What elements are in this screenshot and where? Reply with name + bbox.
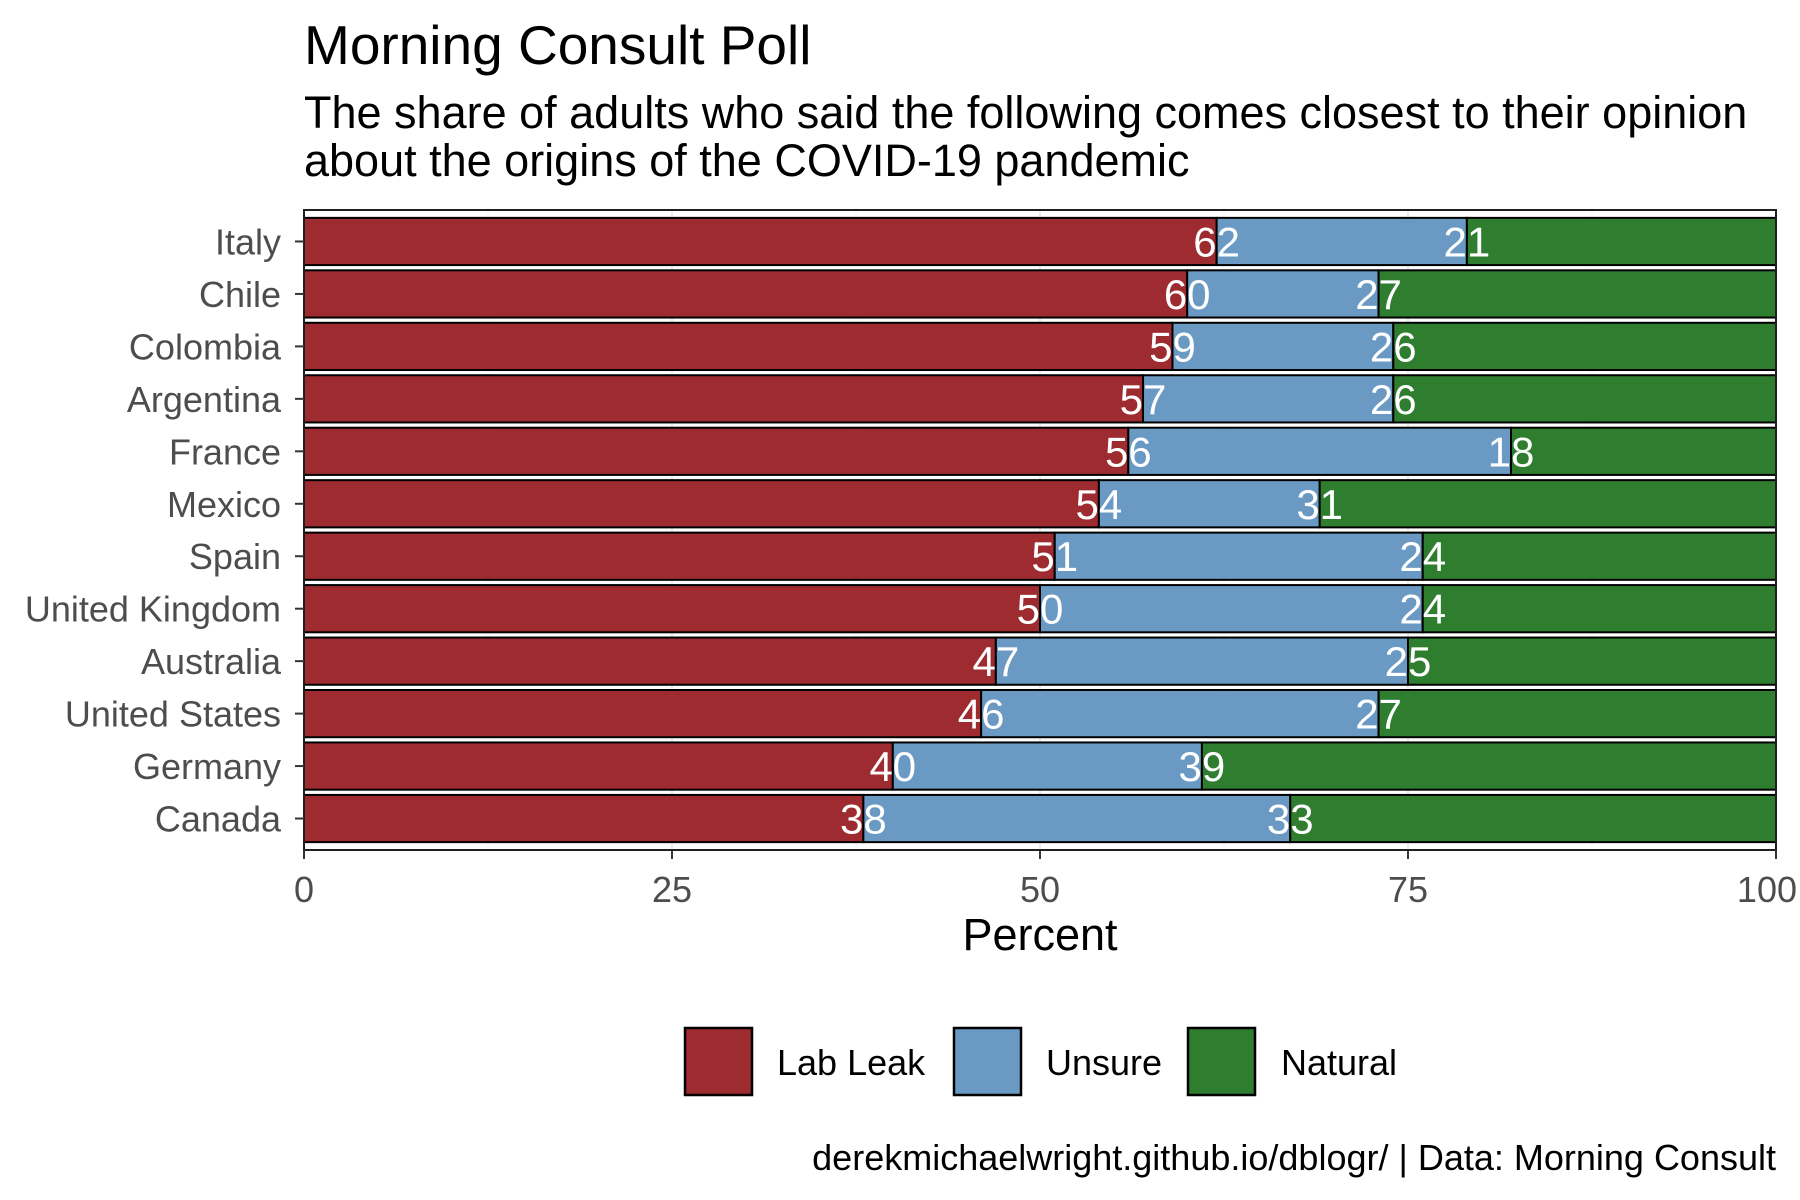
legend-key-unsure (952, 1026, 1023, 1097)
y-tick-label-france: France (169, 431, 281, 472)
y-tick-label-spain: Spain (189, 536, 281, 577)
y-tick-label-colombia: Colombia (129, 326, 282, 367)
legend-item-unsure: Unsure (952, 1026, 1162, 1097)
bar-lab-leak-germany (303, 741, 894, 791)
bar-natural-united-states (1377, 689, 1778, 739)
bar-lab-leak-colombia (303, 321, 1174, 372)
data-label-natural-italy: 21 (1444, 218, 1491, 265)
y-tick-label-canada: Canada (155, 799, 282, 840)
data-label-natural-united-kingdom: 24 (1399, 586, 1446, 633)
legend-label-natural: Natural (1281, 1042, 1397, 1083)
data-label-natural-mexico: 31 (1296, 481, 1343, 528)
data-label-natural-spain: 24 (1399, 533, 1446, 580)
legend-key-natural (1186, 1026, 1257, 1097)
legend: Lab Leak Unsure Natural (683, 1026, 1397, 1097)
bar-natural-italy (1465, 216, 1777, 267)
data-label-lab-leak-chile: 60 (1164, 271, 1211, 318)
bar-lab-leak-italy (303, 216, 1218, 267)
bar-unsure-germany (891, 741, 1203, 791)
y-tick-label-chile: Chile (199, 274, 281, 315)
x-axis-title: Percent (962, 909, 1118, 960)
bar-lab-leak-argentina (303, 374, 1145, 424)
bar-unsure-canada (862, 793, 1292, 844)
bar-natural-canada (1289, 793, 1777, 844)
bar-natural-france (1510, 426, 1778, 476)
bars-group (303, 216, 1778, 844)
bar-natural-colombia (1392, 321, 1778, 372)
bar-unsure-italy (1215, 216, 1468, 267)
bar-unsure-mexico (1097, 479, 1321, 529)
data-label-natural-argentina: 26 (1370, 376, 1417, 423)
bar-unsure-united-states (980, 689, 1380, 739)
data-label-natural-canada: 33 (1267, 796, 1314, 843)
data-labels-group: 62 21 60 27 59 26 57 26 56 18 54 31 51 24 50 24 47 25 46 27… (840, 218, 1534, 842)
data-label-lab-leak-spain: 51 (1031, 533, 1078, 580)
data-label-natural-france: 18 (1488, 428, 1535, 475)
y-tick-label-australia: Australia (141, 641, 282, 682)
x-tick-label-0: 0 (294, 869, 314, 910)
bar-natural-united-kingdom (1421, 584, 1777, 634)
legend-key-lab-leak (683, 1026, 754, 1097)
data-label-natural-united-states: 27 (1355, 691, 1402, 738)
bar-lab-leak-australia (303, 636, 997, 686)
data-label-lab-leak-united-kingdom: 50 (1017, 586, 1064, 633)
legend-item-lab-leak: Lab Leak (683, 1026, 926, 1097)
x-tick-label-3: 75 (1388, 869, 1428, 910)
bar-lab-leak-united-kingdom (303, 584, 1041, 634)
y-tick-label-mexico: Mexico (167, 484, 281, 525)
bar-natural-spain (1421, 531, 1777, 581)
bar-unsure-spain (1053, 531, 1424, 581)
data-label-natural-germany: 39 (1179, 743, 1226, 790)
y-tick-label-germany: Germany (133, 746, 281, 787)
data-label-lab-leak-canada: 38 (840, 796, 887, 843)
legend-item-natural: Natural (1186, 1026, 1397, 1097)
bar-natural-argentina (1392, 374, 1778, 424)
y-tick-label-united-states: United States (65, 694, 281, 735)
y-tick-label-italy: Italy (215, 221, 281, 262)
x-tick-label-1: 25 (652, 869, 692, 910)
x-tick-label-2: 50 (1020, 869, 1060, 910)
bar-natural-chile (1377, 269, 1778, 319)
bar-natural-germany (1200, 741, 1778, 791)
legend-label-unsure: Unsure (1046, 1042, 1162, 1083)
bar-lab-leak-chile (303, 269, 1189, 319)
y-axis: Italy Chile Colombia Argentina France Mexico S… (25, 221, 304, 840)
chart-title: Morning Consult Poll (304, 14, 811, 76)
bar-lab-leak-canada (303, 793, 865, 844)
bar-lab-leak-mexico (303, 479, 1100, 529)
bar-lab-leak-spain (303, 531, 1056, 581)
bar-lab-leak-united-states (303, 689, 983, 739)
y-tick-label-argentina: Argentina (127, 379, 282, 420)
bar-unsure-australia (994, 636, 1410, 686)
data-label-lab-leak-italy: 62 (1193, 218, 1240, 265)
chart-caption: derekmichaelwright.github.io/dblogr/ | D… (812, 1137, 1776, 1178)
data-label-lab-leak-united-states: 46 (958, 691, 1005, 738)
data-label-natural-colombia: 26 (1370, 323, 1417, 370)
bar-unsure-france (1127, 426, 1513, 476)
bar-natural-mexico (1318, 479, 1778, 529)
data-label-natural-chile: 27 (1355, 271, 1402, 318)
bar-unsure-united-kingdom (1039, 584, 1424, 634)
data-label-lab-leak-france: 56 (1105, 428, 1152, 475)
bar-unsure-chile (1186, 269, 1380, 319)
x-axis: 0 25 50 75 100 (294, 850, 1797, 910)
legend-label-lab-leak: Lab Leak (777, 1042, 926, 1083)
data-label-lab-leak-argentina: 57 (1120, 376, 1167, 423)
data-label-natural-australia: 25 (1385, 638, 1432, 685)
x-tick-label-4: 100 (1737, 869, 1797, 910)
data-label-lab-leak-colombia: 59 (1149, 323, 1196, 370)
data-label-lab-leak-germany: 40 (869, 743, 916, 790)
data-label-lab-leak-australia: 47 (972, 638, 1019, 685)
bar-unsure-colombia (1171, 321, 1395, 372)
bar-lab-leak-france (303, 426, 1130, 476)
chart-subtitle: The share of adults who said the followi… (304, 87, 1748, 186)
bar-unsure-argentina (1142, 374, 1395, 424)
bar-natural-australia (1407, 636, 1777, 686)
y-tick-label-united-kingdom: United Kingdom (25, 589, 281, 630)
data-label-lab-leak-mexico: 54 (1076, 481, 1123, 528)
